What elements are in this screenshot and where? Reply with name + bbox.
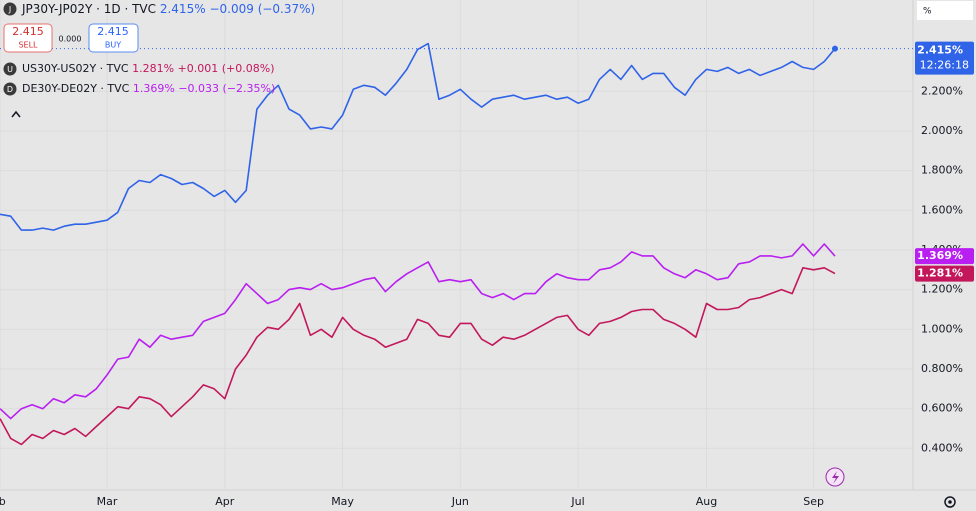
legend-change: −0.033 [178,82,219,95]
last-point [832,45,838,52]
legend-last: 2.415% [160,2,206,16]
settings-button[interactable] [944,496,956,508]
legend-name: US30Y-US02Y · TVC [22,62,129,75]
y-tick-label: 1.800% [921,164,963,177]
legend-change-pct: (−0.37%) [258,2,316,16]
y-tick-label: 1.000% [921,322,963,335]
legend-last: 1.369% [133,82,175,95]
x-tick-label: Aug [696,495,717,508]
symbol-icon [3,82,17,96]
collapse-legend[interactable] [11,110,21,118]
y-tick-label: 2.200% [921,84,963,97]
series-line [0,42,836,231]
x-tick-label: Sep [803,495,824,508]
price-badge-time: 12:26:18 [920,59,969,72]
legend-change: −0.009 [209,2,253,16]
scale-mode[interactable]: % [923,7,932,17]
series-line [0,243,836,420]
price-badge-label: 2.415% [917,44,963,57]
symbol-icon-letter: J [8,5,11,14]
x-tick-label: Jun [451,495,469,508]
y-tick-label: 1.600% [921,203,963,216]
settings-icon [948,500,952,504]
symbol-icon-letter: U [7,65,13,74]
symbol-icon [3,62,17,76]
symbol-icon-letter: D [7,85,13,94]
legend-name: DE30Y-DE02Y · TVC [22,82,130,95]
y-tick-label: 0.600% [921,402,963,415]
price-badge [915,265,974,282]
legend-entry[interactable]: JP30Y-JP02Y · 1D · TVC 2.415% −0.009 (−0… [21,2,315,16]
legend-change-pct: (−2.35%) [223,82,276,95]
x-tick-label: Feb [0,495,6,508]
price-badge [915,41,974,75]
series-line [0,267,836,446]
price-badge-label: 1.281% [917,267,963,280]
y-tick-label: 0.400% [921,441,963,454]
price-badge [915,248,974,265]
grid [0,0,913,490]
buy-price[interactable]: 2.415 [97,25,129,38]
legend-change-pct: (+0.08%) [222,62,275,75]
buy-button[interactable] [88,23,139,53]
y-tick-label: 2.000% [921,124,963,137]
sell-button[interactable] [3,23,53,53]
x-tick-label: Apr [215,495,235,508]
spread: 0.000 [59,35,82,44]
legend-entry[interactable]: US30Y-US02Y · TVC 1.281% +0.001 (+0.08%) [22,62,275,75]
sell-label[interactable]: SELL [18,41,38,50]
legend-last: 1.281% [132,62,174,75]
x-tick-label: Mar [97,495,118,508]
legend-change: +0.001 [178,62,219,75]
legend-name: JP30Y-JP02Y · 1D · TVC [21,2,156,16]
plot [0,42,913,446]
y-tick-label: 0.800% [921,362,963,375]
sell-price[interactable]: 2.415 [12,25,44,38]
legend-entry[interactable]: DE30Y-DE02Y · TVC 1.369% −0.033 (−2.35%) [22,82,275,95]
price-badge-label: 1.369% [917,249,963,262]
lightning-icon [832,471,839,484]
y-tick-label: 1.200% [921,283,963,296]
symbol-icon [3,2,17,16]
x-tick-label: Jul [570,495,584,508]
x-tick-label: May [331,495,354,508]
buy-label[interactable]: BUY [105,41,121,50]
scale-mode-box[interactable] [917,1,973,20]
